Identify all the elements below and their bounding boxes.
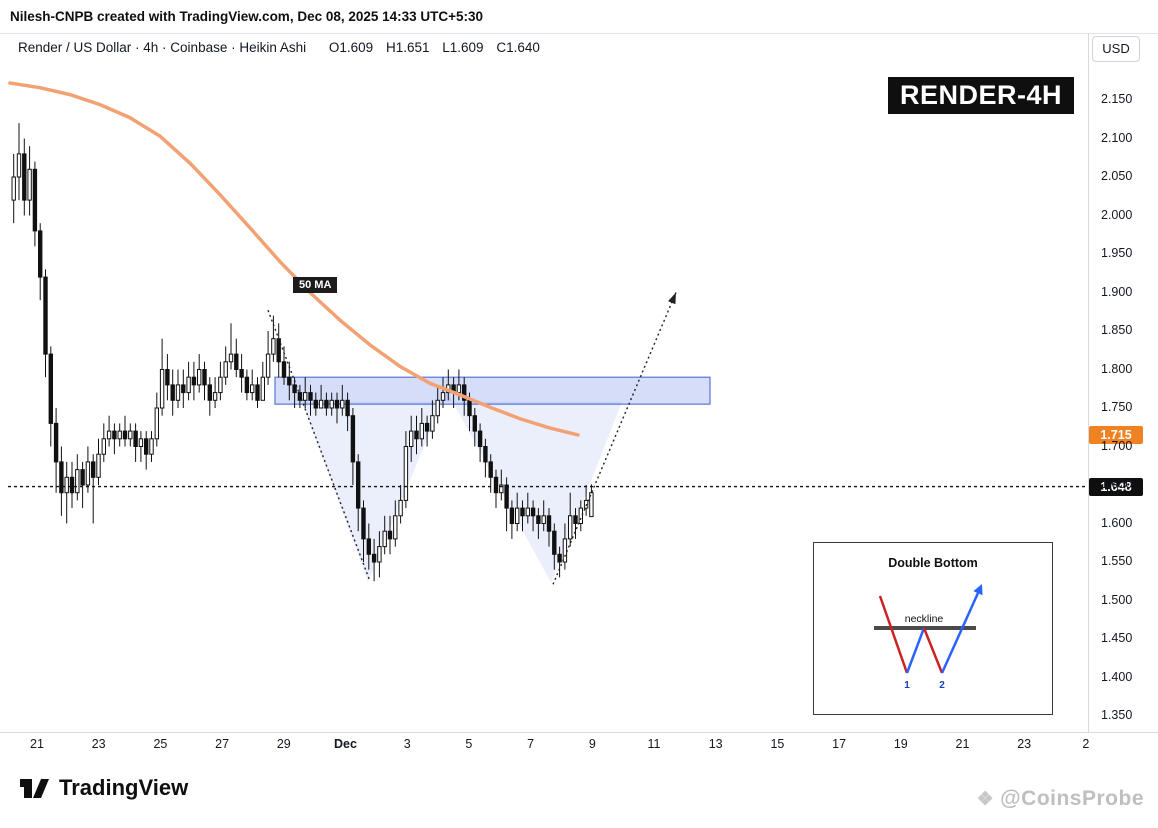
double-bottom-fill[interactable] [302,391,622,583]
inset-breakout-arrow [940,592,980,674]
price-tick-label: 2.100 [1101,130,1133,145]
price-axis-divider [1088,33,1089,732]
last-price-badge: 1.648 [1089,477,1143,496]
price-tick-label: 1.850 [1101,323,1133,337]
price-tick-label: 1.500 [1101,592,1133,607]
low-value: L1.609 [442,40,484,55]
price-tick-label: 2.150 [1101,92,1133,106]
time-tick-label: 29 [276,737,291,751]
time-tick-label: 23 [1017,737,1032,751]
time-tick-label: 17 [832,737,847,751]
inset-downleg-2 [922,627,944,674]
neckline-label: neckline [905,613,944,625]
attribution-text: Nilesh-CNPB created with TradingView.com… [10,9,484,24]
projection-arrow-head [668,292,676,305]
price-tick-label: 2.050 [1101,169,1133,183]
tradingview-logo-icon [20,779,49,798]
time-axis[interactable]: 21 23 25 27 29 Dec 3 5 7 9 11 13 15 17 19 21 23 2 [0,737,1158,757]
chart-legend[interactable]: Render / US Dollar · 4h · Coinbase · Hei… [18,40,540,55]
chart-title-annotation[interactable]: RENDER-4H [888,77,1075,114]
time-tick-label: Dec [334,737,357,751]
price-tick-label: 1.750 [1101,400,1133,414]
bottom-1-label: 1 [904,680,910,691]
price-tick-label: 1.800 [1101,361,1133,376]
time-axis-divider [0,732,1158,733]
double-bottom-inset[interactable]: Double Bottom neckline 1 2 [813,542,1053,715]
time-tick-label: 23 [91,737,106,751]
time-tick-label: 3 [403,737,411,751]
price-tick-label: 1.550 [1101,554,1133,568]
price-tick-label: 1.650 [1101,477,1133,491]
pane-top-divider [0,33,1158,34]
high-value: H1.651 [385,40,430,55]
inset-upleg-1 [905,627,926,674]
ma-price-badge: 1.715 [1089,425,1143,444]
open-value: O1.609 [328,40,374,55]
inset-arrow-head [973,584,983,596]
tradingview-logo-text: TradingView [59,775,189,800]
time-tick-label: 21 [30,737,44,751]
time-tick-label: 2 [1082,737,1090,751]
price-tick-label: 1.400 [1101,669,1133,684]
time-tick-label: 9 [588,737,596,751]
price-tick-label: 2.000 [1101,207,1133,222]
price-tick-label: 1.700 [1101,438,1133,453]
price-tick-label: 1.350 [1101,708,1133,722]
currency-usd-button[interactable]: USD [1092,36,1140,62]
watermark-text: @CoinsProbe [1000,787,1144,810]
time-tick-label: 11 [647,737,661,751]
time-tick-label: 27 [215,737,230,751]
price-tick-label: 1.450 [1101,631,1133,645]
inset-downleg-1 [878,595,909,674]
time-tick-label: 19 [893,737,908,751]
symbol-title[interactable]: Render / US Dollar · 4h · Coinbase · Hei… [18,40,307,55]
time-tick-label: 5 [465,737,473,751]
inset-title: Double Bottom [888,556,978,570]
ma-50-label: 50 MA [293,277,338,293]
time-tick-label: 15 [770,737,785,751]
price-tick-label: 1.900 [1101,284,1133,299]
close-value: C1.640 [496,40,540,55]
time-tick-label: 21 [955,737,970,751]
candles[interactable] [11,123,594,582]
time-tick-label: 25 [153,737,168,751]
time-tick-label: 7 [527,737,535,751]
watermark: ❖ @CoinsProbe [977,787,1144,811]
price-tick-label: 1.600 [1101,515,1133,530]
ohlc-values: O1.609 H1.651 L1.609 C1.640 [320,40,540,55]
price-axis[interactable]: 1.715 1.648 2.150 2.100 2.050 2.000 1.950 1.9… [1088,0,1158,732]
dotted-trend-lines[interactable] [267,292,677,585]
inset-diagram: neckline 1 2 [874,584,983,691]
tradingview-logo[interactable]: TradingView [20,775,188,801]
bottom-2-label: 2 [939,680,945,691]
watermark-diamond-icon: ❖ [976,788,995,810]
time-tick-label: 13 [708,737,723,751]
price-tick-label: 1.950 [1101,246,1133,260]
